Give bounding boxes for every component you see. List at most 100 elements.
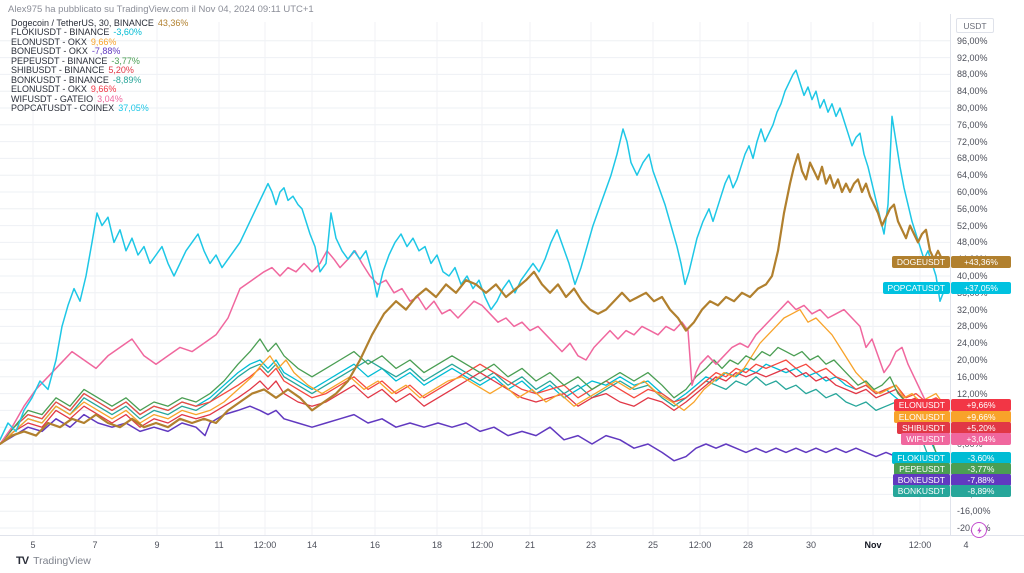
legend-change-value: -3,77% bbox=[111, 55, 140, 66]
price-label-symbol-wifusdt: WIFUSDT bbox=[901, 433, 950, 445]
time-tick-label: 21 bbox=[524, 540, 536, 550]
legend-change-value: 43,36% bbox=[157, 18, 189, 28]
series-line-elonusdt-red[interactable] bbox=[0, 359, 946, 445]
price-label-symbol-bonkusdt: BONKUSDT bbox=[892, 485, 950, 497]
time-tick-label: 14 bbox=[306, 540, 318, 550]
currency-label: USDT bbox=[963, 20, 987, 31]
price-tick-label: 24,00% bbox=[957, 338, 988, 349]
legend-symbol-label: BONEUSDT - OKX bbox=[11, 46, 88, 57]
price-tick-label: 56,00% bbox=[957, 203, 988, 214]
price-label-value-pepeusdt: -3,77% bbox=[951, 463, 1011, 475]
price-label-symbol-boneusdt: BONEUSDT bbox=[892, 474, 950, 486]
currency-toggle[interactable]: USDT bbox=[956, 18, 994, 33]
attribution-text: Alex975 ha pubblicato su TradingView.com… bbox=[8, 4, 314, 15]
price-label-value-popcatusdt: +37,05% bbox=[951, 282, 1011, 294]
time-tick-label: 28 bbox=[742, 540, 754, 550]
price-tick-label: 48,00% bbox=[957, 237, 988, 248]
tradingview-logo[interactable]: TV TradingView bbox=[16, 555, 91, 567]
price-tick-label: -16,00% bbox=[957, 506, 991, 517]
time-tick-label: 5 bbox=[30, 540, 36, 550]
legend-symbol-label: POPCATUSDT - COINEX bbox=[11, 102, 115, 113]
time-tick-label: 16 bbox=[369, 540, 381, 550]
price-label-symbol-elonusdt: ELONUSDT bbox=[893, 399, 950, 411]
legend-change-value: 9,66% bbox=[90, 36, 117, 47]
price-axis-separator bbox=[950, 14, 951, 535]
series-line-bonkusdt[interactable] bbox=[0, 359, 946, 491]
legend-row-2[interactable]: ELONUSDT - OKX 9,66% bbox=[11, 36, 188, 47]
tradingview-brand-text: TradingView bbox=[33, 555, 91, 567]
legend-row-6[interactable]: BONKUSDT - BINANCE -8,89% bbox=[11, 74, 188, 85]
price-tick-label: 28,00% bbox=[957, 321, 988, 332]
price-tick-label: 80,00% bbox=[957, 103, 988, 113]
price-tick-label: 72,00% bbox=[957, 136, 988, 147]
legend-change-value: 37,05% bbox=[118, 102, 149, 113]
time-tick-label: 12:00 bbox=[470, 540, 494, 550]
time-tick-label: 9 bbox=[154, 540, 160, 550]
legend-symbol-label: BONKUSDT - BINANCE bbox=[11, 74, 109, 85]
price-tick-label: 32,00% bbox=[957, 304, 988, 315]
price-label-value-bonkusdt: -8,89% bbox=[951, 485, 1011, 497]
price-label-symbol-pepeusdt: PEPEUSDT bbox=[894, 463, 950, 475]
time-tick-label: Nov bbox=[864, 540, 882, 550]
legend-change-value: -8,89% bbox=[112, 74, 142, 85]
legend-row-7[interactable]: ELONUSDT - OKX 9,66% bbox=[11, 84, 188, 95]
legend-row-8[interactable]: WIFUSDT - GATEIO 3,04% bbox=[11, 93, 188, 104]
time-tick-label: 12:00 bbox=[908, 540, 932, 550]
time-tick-label: 11 bbox=[214, 540, 224, 550]
price-tick-label: 12,00% bbox=[957, 388, 988, 399]
legend-symbol-label: FLOKIUSDT - BINANCE bbox=[11, 27, 110, 38]
price-tick-label: 68,00% bbox=[957, 153, 988, 164]
price-tick-label: 52,00% bbox=[957, 220, 988, 231]
legend-symbol-label: PEPEUSDT - BINANCE bbox=[11, 55, 108, 66]
legend-change-value: 3,04% bbox=[97, 93, 123, 104]
time-tick-label: 23 bbox=[585, 540, 597, 550]
time-tick-label: 12:00 bbox=[253, 540, 277, 550]
legend-change-value: -7,88% bbox=[91, 46, 121, 57]
boost-button[interactable] bbox=[971, 522, 987, 538]
time-tick-label: 4 bbox=[963, 540, 969, 550]
price-tick-label: 76,00% bbox=[957, 119, 988, 130]
price-label-symbol-dogeusdt: DOGEUSDT bbox=[891, 256, 950, 268]
price-tick-label: 88,00% bbox=[957, 69, 988, 80]
legend-row-4[interactable]: PEPEUSDT - BINANCE -3,77% bbox=[11, 55, 188, 66]
time-tick-label: 25 bbox=[647, 540, 659, 550]
time-axis-separator bbox=[0, 535, 1024, 536]
lightning-icon bbox=[976, 526, 982, 534]
price-tick-label: 16,00% bbox=[957, 371, 988, 382]
legend-row-5[interactable]: SHIBUSDT - BINANCE 5,20% bbox=[11, 65, 188, 76]
series-line-shibusdt[interactable] bbox=[0, 367, 946, 445]
price-label-value-elonusdt: +9,66% bbox=[951, 399, 1011, 411]
time-tick-label: 12:00 bbox=[688, 540, 712, 550]
price-label-symbol-popcatusdt: POPCATUSDT bbox=[882, 282, 950, 294]
price-tick-label: 40,00% bbox=[957, 271, 988, 281]
series-line-elonusdt-yellow[interactable] bbox=[0, 308, 946, 445]
price-label-symbol-shibusdt: SHIBUSDT bbox=[897, 422, 950, 434]
price-label-value-shibusdt: +5,20% bbox=[951, 422, 1011, 434]
legend-change-value: 5,20% bbox=[108, 65, 134, 76]
price-label-value-wifusdt: +3,04% bbox=[951, 433, 1011, 445]
series-line-pepeusdt[interactable] bbox=[0, 338, 946, 466]
price-tick-label: 84,00% bbox=[957, 86, 988, 97]
legend-change-value: -3,60% bbox=[113, 27, 142, 38]
legend-symbol-label: Dogecoin / TetherUS, 30, BINANCE bbox=[11, 18, 154, 28]
legend-symbol-label: ELONUSDT - OKX bbox=[11, 84, 87, 95]
series-line-popcatusdt[interactable] bbox=[0, 69, 946, 441]
legend-row-3[interactable]: BONEUSDT - OKX -7,88% bbox=[11, 46, 188, 57]
price-label-value-flokiusdt: -3,60% bbox=[951, 452, 1011, 464]
legend-symbol-label: SHIBUSDT - BINANCE bbox=[11, 65, 105, 76]
legend-row-9[interactable]: POPCATUSDT - COINEX 37,05% bbox=[11, 102, 188, 113]
legend-row-1[interactable]: FLOKIUSDT - BINANCE -3,60% bbox=[11, 27, 188, 38]
series-line-boneusdt[interactable] bbox=[0, 405, 946, 479]
legend-row-0[interactable]: Dogecoin / TetherUS, 30, BINANCE 43,36% bbox=[11, 18, 189, 28]
price-tick-label: 60,00% bbox=[957, 187, 988, 197]
tradingview-mark-icon: TV bbox=[16, 555, 29, 567]
legend-change-value: 9,66% bbox=[90, 84, 117, 95]
series-line-dogeusdt[interactable] bbox=[0, 153, 947, 446]
price-label-value-dogeusdt: +43,36% bbox=[951, 256, 1011, 268]
price-tick-label: 92,00% bbox=[957, 52, 988, 63]
price-tick-label: 96,00% bbox=[957, 35, 988, 46]
series-line-wifusdt[interactable] bbox=[0, 250, 946, 445]
price-tick-label: 20,00% bbox=[957, 355, 988, 365]
